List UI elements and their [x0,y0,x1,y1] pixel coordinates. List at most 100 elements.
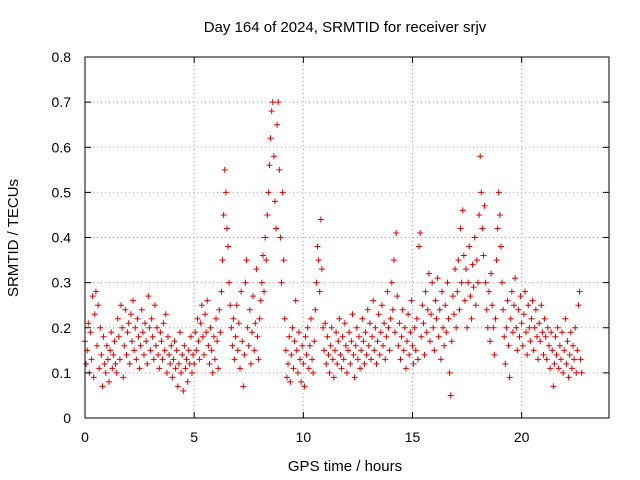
data-point [516,333,523,340]
data-point [385,324,392,331]
data-point [508,288,515,295]
data-point [173,347,180,354]
data-point [266,162,273,169]
data-point [132,324,139,331]
data-point [351,374,358,381]
data-point [226,279,233,286]
data-point [246,306,253,313]
data-point [250,293,257,300]
x-tick-label: 15 [405,429,421,445]
data-point [390,257,397,264]
data-point [91,311,98,318]
data-point [309,356,316,363]
data-point [440,324,447,331]
data-point [281,315,288,322]
data-point [395,342,402,349]
data-point [194,315,201,322]
plot-frame [84,56,610,419]
data-point [527,338,534,345]
data-point [251,347,258,354]
data-point [345,347,352,354]
data-point [505,342,512,349]
data-point [295,329,302,336]
data-point [478,189,485,196]
data-point [393,229,400,236]
data-point [357,365,364,372]
data-point [358,347,365,354]
data-point [167,360,174,367]
data-point [567,329,574,336]
data-point [388,279,395,286]
data-point [160,320,167,327]
data-point [547,365,554,372]
y-tick-label: 0.6 [52,139,72,155]
data-point [208,347,215,354]
data-point [313,279,320,286]
data-point [202,311,209,318]
data-point [559,329,566,336]
data-point [200,351,207,358]
data-point [362,329,369,336]
data-point [359,315,366,322]
data-point [437,356,444,363]
y-tick-label: 0.8 [52,49,72,65]
data-point [319,324,326,331]
x-tick-label: 5 [190,429,198,445]
data-point [230,315,237,322]
data-point [292,297,299,304]
data-point [466,243,473,250]
data-point [316,288,323,295]
data-point [457,225,464,232]
data-point [455,257,462,264]
y-tick-label: 0.3 [52,275,72,291]
data-point [339,333,346,340]
data-point [569,342,576,349]
data-point [525,302,532,309]
data-point [90,374,97,381]
data-point [456,306,463,313]
data-point [573,369,580,376]
data-point [159,356,166,363]
y-tick-label: 0.5 [52,184,72,200]
data-point [368,356,375,363]
data-point [484,324,491,331]
data-point [461,297,468,304]
data-point [329,356,336,363]
data-point [204,297,211,304]
data-point [235,320,242,327]
data-point [352,342,359,349]
data-point [530,347,537,354]
data-point [449,293,456,300]
data-point [452,266,459,273]
data-point [444,279,451,286]
data-point [423,329,430,336]
y-tick-label: 0.7 [52,94,72,110]
data-point [180,387,187,394]
data-point [219,257,226,264]
data-point [96,365,103,372]
y-tick-labels: 0 0.1 0.2 0.3 0.4 0.5 0.6 0.7 0.8 [52,49,72,426]
data-point [120,374,127,381]
data-point [572,324,579,331]
data-point [229,342,236,349]
data-point [494,225,501,232]
data-point [112,360,119,367]
data-point [126,360,133,367]
data-point [396,320,403,327]
data-point [109,365,116,372]
data-point [287,378,294,385]
data-point [414,356,421,363]
data-point [462,266,469,273]
data-point [209,369,216,376]
data-point [223,225,230,232]
data-point [83,360,90,367]
data-point [333,329,340,336]
data-point [232,333,239,340]
data-point [432,297,439,304]
data-point [563,360,570,367]
data-point [566,351,573,358]
data-point [356,333,363,340]
data-point [373,360,380,367]
data-point [164,333,171,340]
data-point [134,315,141,322]
